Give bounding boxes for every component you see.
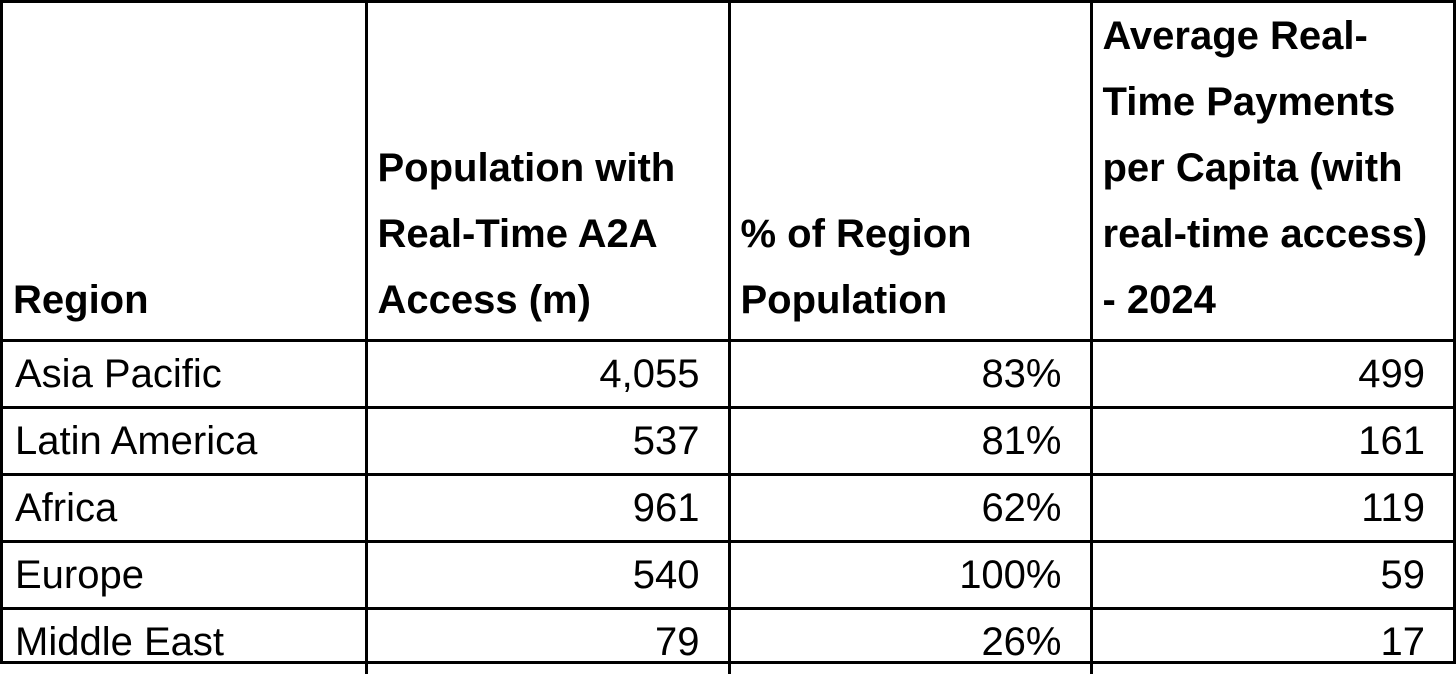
header-percent: % of Region Population bbox=[729, 3, 1091, 341]
cell-percent: 100% bbox=[729, 542, 1091, 609]
cell-percent: 62% bbox=[729, 475, 1091, 542]
cell-region: Middle East bbox=[3, 609, 366, 674]
table-row: Latin America 537 81% 161 bbox=[3, 408, 1453, 475]
cell-population: 4,055 bbox=[366, 341, 729, 408]
cell-payments: 119 bbox=[1091, 475, 1453, 542]
cell-region: Africa bbox=[3, 475, 366, 542]
cell-population: 540 bbox=[366, 542, 729, 609]
cell-region: Latin America bbox=[3, 408, 366, 475]
data-table: Region Population with Real-Time A2A Acc… bbox=[3, 3, 1453, 674]
header-row: Region Population with Real-Time A2A Acc… bbox=[3, 3, 1453, 341]
header-payments: Average Real-Time Payments per Capita (w… bbox=[1091, 3, 1453, 341]
table-row: Middle East 79 26% 17 bbox=[3, 609, 1453, 674]
cell-population: 537 bbox=[366, 408, 729, 475]
header-region: Region bbox=[3, 3, 366, 341]
cell-percent: 83% bbox=[729, 341, 1091, 408]
cell-percent: 26% bbox=[729, 609, 1091, 674]
cell-population: 961 bbox=[366, 475, 729, 542]
cell-percent: 81% bbox=[729, 408, 1091, 475]
table-row: Europe 540 100% 59 bbox=[3, 542, 1453, 609]
cell-population: 79 bbox=[366, 609, 729, 674]
cell-region: Asia Pacific bbox=[3, 341, 366, 408]
header-population: Population with Real-Time A2A Access (m) bbox=[366, 3, 729, 341]
cell-payments: 17 bbox=[1091, 609, 1453, 674]
cell-region: Europe bbox=[3, 542, 366, 609]
cell-payments: 499 bbox=[1091, 341, 1453, 408]
cell-payments: 161 bbox=[1091, 408, 1453, 475]
cell-payments: 59 bbox=[1091, 542, 1453, 609]
table-row: Asia Pacific 4,055 83% 499 bbox=[3, 341, 1453, 408]
table-row: Africa 961 62% 119 bbox=[3, 475, 1453, 542]
